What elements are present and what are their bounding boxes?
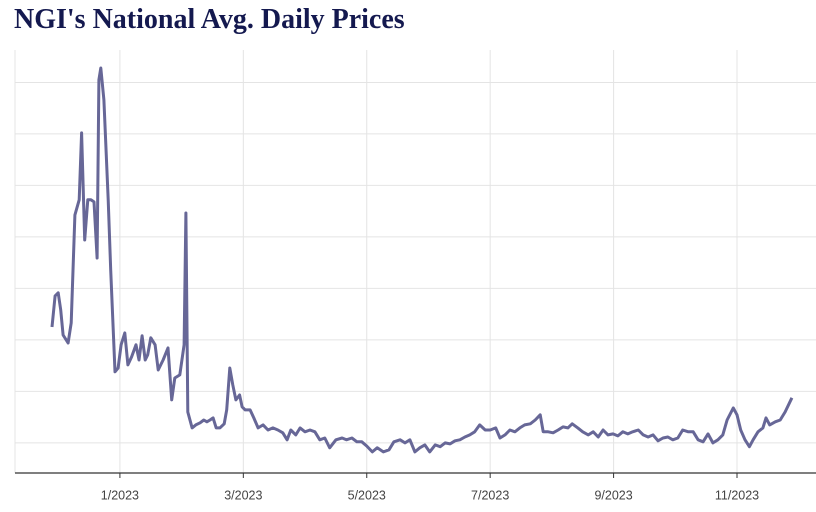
price-line [50,66,794,454]
plot-area [50,66,794,454]
x-tick-label: 1/2023 [101,488,139,502]
x-tick-label: 11/2023 [715,488,759,502]
x-tick-label: 9/2023 [594,488,632,502]
x-tick-label: 3/2023 [224,488,262,502]
x-tick-label: 7/2023 [471,488,509,502]
chart-title: NGI's National Avg. Daily Prices [14,4,405,35]
x-tick-label: 5/2023 [348,488,386,502]
grid [14,50,816,478]
